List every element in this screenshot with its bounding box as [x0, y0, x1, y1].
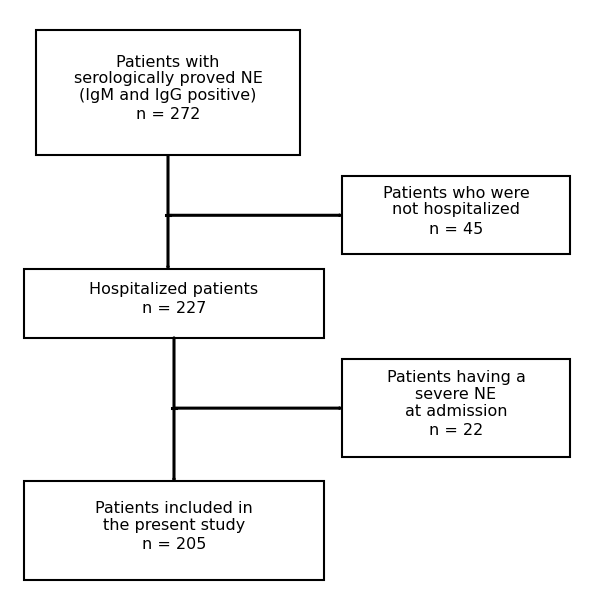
- Text: not hospitalized: not hospitalized: [392, 202, 520, 218]
- Text: n = 272: n = 272: [136, 107, 200, 123]
- Text: Patients included in: Patients included in: [95, 501, 253, 516]
- Text: n = 22: n = 22: [429, 423, 483, 438]
- Text: serologically proved NE: serologically proved NE: [74, 71, 262, 87]
- Text: n = 205: n = 205: [142, 537, 206, 552]
- Bar: [24, 269, 324, 338]
- Bar: [24, 481, 324, 580]
- Text: n = 45: n = 45: [429, 221, 483, 237]
- Bar: [342, 359, 570, 457]
- Text: Patients with: Patients with: [116, 54, 220, 70]
- Text: n = 227: n = 227: [142, 301, 206, 316]
- Text: at admission: at admission: [405, 404, 507, 419]
- Text: the present study: the present study: [103, 518, 245, 533]
- Text: Patients who were: Patients who were: [383, 185, 529, 201]
- Text: Hospitalized patients: Hospitalized patients: [89, 282, 259, 297]
- Text: Patients having a: Patients having a: [386, 370, 526, 385]
- Bar: [342, 176, 570, 254]
- Text: severe NE: severe NE: [415, 387, 497, 402]
- Text: (IgM and IgG positive): (IgM and IgG positive): [79, 88, 257, 103]
- Bar: [36, 30, 300, 155]
